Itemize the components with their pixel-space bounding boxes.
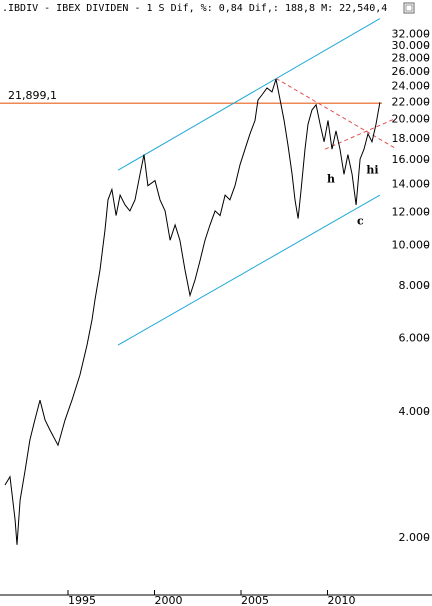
y-tick-label: 10.000: [392, 239, 431, 252]
x-tick-label: 2000: [155, 594, 183, 606]
window-button-icon: [405, 4, 413, 12]
level-label: 21,899,1: [8, 89, 57, 102]
y-tick-label: 2.000: [399, 531, 431, 544]
trend-line: [117, 194, 381, 346]
y-tick-label: 20.000: [392, 113, 431, 126]
y-tick-label: 12.000: [392, 205, 431, 218]
x-tick-label: 1995: [68, 594, 96, 606]
y-tick-label: 24.000: [392, 80, 431, 93]
y-tick-label: 16.000: [392, 153, 431, 166]
x-tick-label: 2005: [241, 594, 269, 606]
y-tick-label: 8.000: [399, 279, 431, 292]
y-tick-label: 26.000: [392, 65, 431, 78]
annotation: hi: [366, 164, 378, 177]
y-tick-label: 32.000: [392, 27, 431, 40]
annotation: h: [327, 172, 335, 185]
y-tick-label: 6.000: [399, 331, 431, 344]
y-tick-label: 30.000: [392, 39, 431, 52]
y-tick-label: 18.000: [392, 132, 431, 145]
price-line: [4, 78, 381, 545]
trend-line: [275, 77, 396, 149]
x-tick-label: 2010: [328, 594, 356, 606]
y-tick-label: 28.000: [392, 52, 431, 65]
annotation: c: [357, 215, 364, 228]
y-tick-label: 4.000: [399, 405, 431, 418]
trend-line: [117, 18, 381, 171]
y-tick-label: 22.000: [392, 95, 431, 108]
trend-line: [324, 118, 396, 150]
y-tick-label: 14.000: [392, 177, 431, 190]
chart-title: .IBDIV - IBEX DIVIDEN - 1 S Dif, %: 0,84…: [2, 3, 387, 14]
window-button[interactable]: [403, 2, 415, 14]
